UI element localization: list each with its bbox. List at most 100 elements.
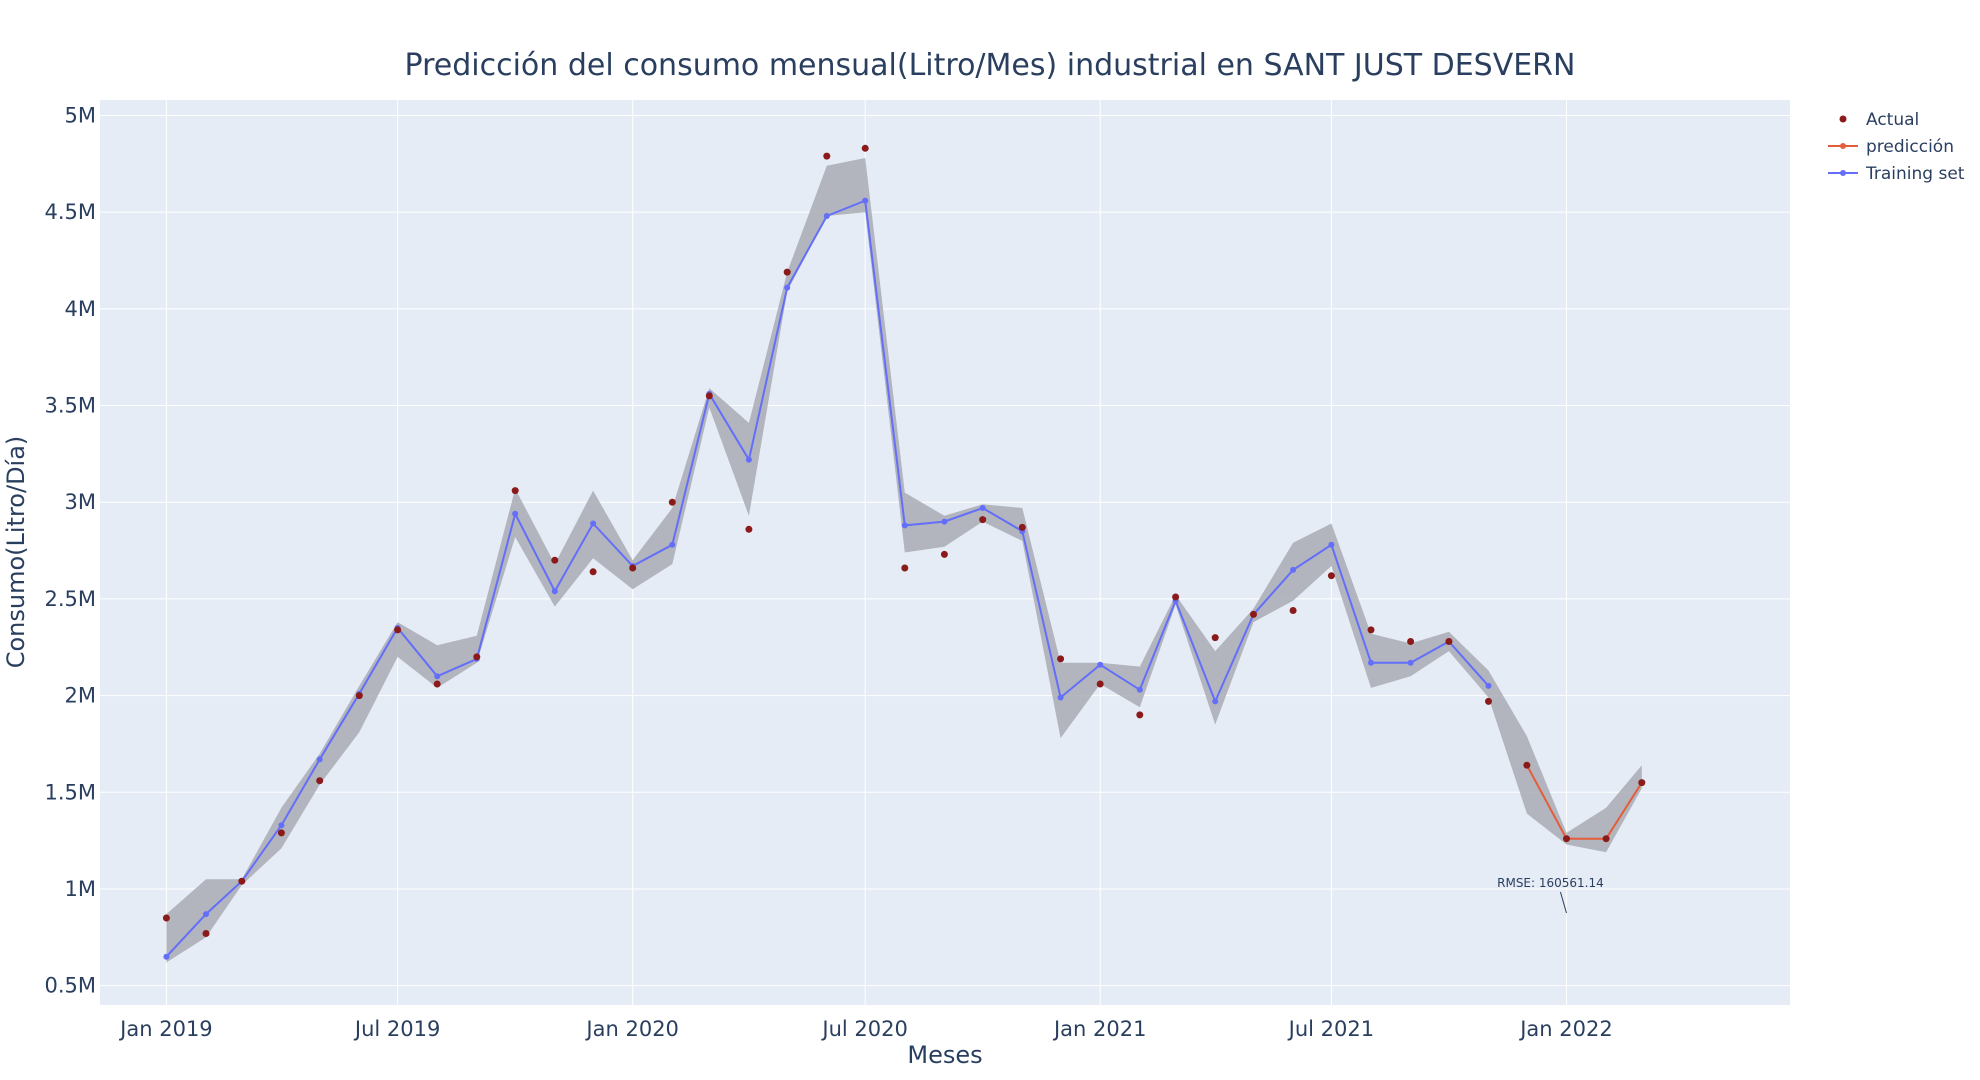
training-set-point xyxy=(1097,661,1104,668)
actual-point xyxy=(1445,638,1453,645)
prediccion-line xyxy=(1526,764,1643,840)
y-axis-title: Consumo(Litro/Día) xyxy=(2,436,30,669)
actual-point xyxy=(511,487,519,495)
annotation-layer: RMSE: 160561.14 xyxy=(1497,876,1604,914)
tick-labels: Jan 2019 Jul 2019 Jan 2020 Jul 2020 Jan 2021… xyxy=(44,103,1612,1041)
legend-swatch-marker xyxy=(1840,170,1846,176)
actual-point xyxy=(551,556,559,564)
actual-point xyxy=(861,144,869,152)
legend[interactable]: Actual predicción Training set xyxy=(1828,110,1965,184)
actual-point xyxy=(277,829,285,837)
chart-title: Predicción del consumo mensual(Litro/Mes… xyxy=(405,48,1576,83)
training-set-point xyxy=(1368,659,1374,666)
training-set-point xyxy=(316,756,323,763)
actual-point xyxy=(316,777,324,785)
training-set-point xyxy=(512,510,519,517)
series-actual xyxy=(162,144,1646,937)
actual-point xyxy=(238,877,246,885)
series-layer xyxy=(162,144,1646,960)
training-set-point xyxy=(862,197,869,204)
actual-point xyxy=(705,392,713,400)
series-training-set xyxy=(163,197,1492,960)
actual-point xyxy=(589,568,597,576)
training-set-point xyxy=(590,520,597,527)
actual-point xyxy=(1327,572,1335,580)
actual-point xyxy=(1057,655,1065,663)
y-tick-label: 3.5M xyxy=(44,394,96,418)
actual-point xyxy=(901,564,909,572)
training-set-point xyxy=(979,505,986,511)
actual-point xyxy=(1172,593,1180,601)
legend-item-prediccion[interactable]: predicción xyxy=(1828,137,1954,157)
x-tick-label: Jul 2019 xyxy=(353,1017,440,1041)
training-set-point xyxy=(1485,682,1492,689)
y-tick-label: 5M xyxy=(65,103,96,127)
actual-point xyxy=(979,516,987,524)
legend-item-training-set[interactable]: Training set xyxy=(1828,164,1965,184)
actual-point xyxy=(783,268,791,276)
actual-point xyxy=(1563,835,1570,843)
actual-point xyxy=(355,692,363,700)
training-set-point xyxy=(1057,694,1064,701)
legend-swatch-marker xyxy=(1840,143,1846,149)
x-tick-label: Jan 2019 xyxy=(118,1017,213,1041)
x-tick-label: Jan 2021 xyxy=(1052,1017,1147,1041)
actual-point xyxy=(668,498,676,506)
y-tick-label: 1M xyxy=(65,877,96,901)
actual-point xyxy=(1407,638,1415,645)
x-tick-label: Jul 2020 xyxy=(820,1017,907,1041)
actual-point xyxy=(473,653,481,661)
training-set-point xyxy=(1136,686,1143,693)
actual-point xyxy=(1602,835,1610,843)
y-tick-label: 3M xyxy=(65,490,96,514)
actual-point xyxy=(1018,523,1026,531)
training-set-point xyxy=(434,673,441,680)
y-tick-label: 4.5M xyxy=(44,200,96,224)
y-tick-label: 1.5M xyxy=(44,780,96,804)
training-set-point xyxy=(901,522,908,529)
training-set-point xyxy=(551,588,558,595)
actual-point xyxy=(1523,761,1531,769)
annotation-text: RMSE: 160561.14 xyxy=(1497,876,1604,890)
training-set-point xyxy=(278,822,285,829)
training-set-point xyxy=(669,541,676,548)
annotation-arrow xyxy=(1559,891,1567,914)
training-set-point xyxy=(823,213,830,219)
training-set-point xyxy=(941,518,948,525)
actual-point xyxy=(1638,779,1646,787)
training-set-point xyxy=(203,911,209,918)
x-axis-title: Meses xyxy=(907,1041,982,1069)
actual-point xyxy=(1289,607,1297,614)
training-set-point xyxy=(1212,698,1219,705)
actual-point xyxy=(940,550,948,558)
x-tick-label: Jan 2022 xyxy=(1518,1017,1613,1041)
y-tick-label: 0.5M xyxy=(44,974,96,998)
legend-label: Actual xyxy=(1866,110,1919,130)
legend-label: Training set xyxy=(1865,164,1965,184)
actual-point xyxy=(1485,697,1492,705)
actual-point xyxy=(1211,634,1219,642)
actual-point xyxy=(1096,680,1104,688)
y-tick-label: 2.5M xyxy=(44,587,96,611)
y-tick-label: 4M xyxy=(65,297,96,321)
actual-point xyxy=(162,914,170,922)
actual-point xyxy=(202,930,210,937)
training-set-point xyxy=(784,284,791,291)
actual-point xyxy=(745,525,753,533)
actual-point xyxy=(823,152,831,160)
actual-point xyxy=(394,626,402,634)
x-tick-label: Jan 2020 xyxy=(584,1017,679,1041)
training-set-point xyxy=(1328,541,1335,548)
actual-point xyxy=(1250,610,1257,618)
actual-point xyxy=(629,564,637,572)
legend-item-actual[interactable]: Actual xyxy=(1839,110,1920,130)
training-set-point xyxy=(1290,566,1297,573)
legend-swatch-marker xyxy=(1839,115,1847,123)
y-tick-label: 2M xyxy=(65,684,96,708)
grid-lines xyxy=(100,100,1790,1005)
training-set-point xyxy=(745,456,752,463)
actual-point xyxy=(1136,711,1144,719)
training-set-point xyxy=(163,953,170,960)
